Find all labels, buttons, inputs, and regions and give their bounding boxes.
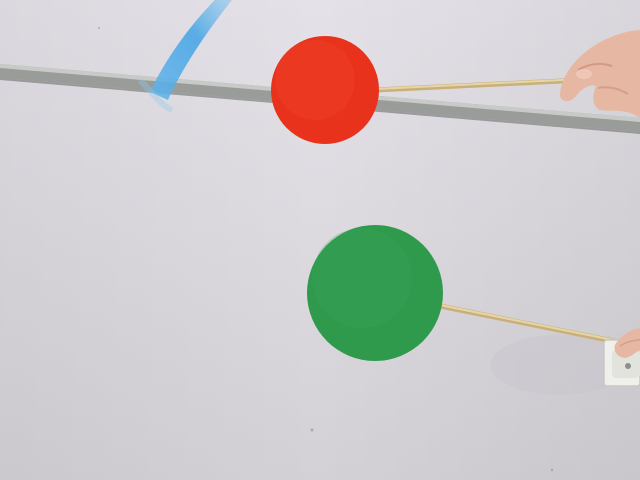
blue-motion-streak (137, 0, 232, 113)
green-disc-highlight (312, 228, 412, 328)
wall-stain (490, 335, 630, 395)
red-disc (271, 36, 379, 144)
green-disc-stick (439, 303, 619, 345)
red-disc-stick (375, 77, 583, 93)
wall-marks (98, 27, 554, 472)
bottom-right-hand (614, 328, 640, 358)
red-disc-highlight (275, 40, 355, 120)
green-disc (307, 225, 443, 361)
top-right-hand (560, 30, 640, 118)
